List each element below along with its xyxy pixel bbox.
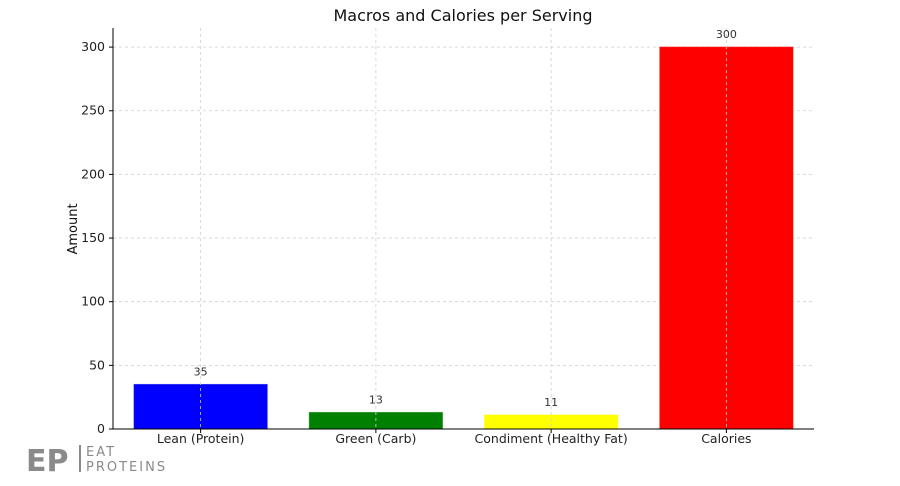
y-tick-label: 0	[97, 421, 105, 436]
y-axis-title: Amount	[66, 203, 81, 254]
x-tick-label: Lean (Protein)	[157, 431, 245, 446]
chart-title: Macros and Calories per Serving	[334, 6, 593, 25]
x-tick-label: Green (Carb)	[335, 431, 416, 446]
logo-mark: EP	[26, 444, 68, 479]
y-tick-label: 300	[81, 39, 105, 54]
x-tick-label: Condiment (Healthy Fat)	[475, 431, 628, 446]
y-tick-label: 200	[81, 166, 105, 181]
axes	[109, 28, 814, 433]
eat-proteins-logo: EP EAT PROTEINS	[26, 444, 167, 479]
bar-value-label: 300	[716, 28, 737, 41]
data-labels: 35 13 11 300	[194, 28, 737, 429]
y-tick-label: 50	[89, 357, 105, 372]
y-tick-label: 100	[81, 294, 105, 309]
bar-value-label: 11	[544, 396, 558, 409]
logo-text-line2: PROTEINS	[86, 460, 167, 475]
y-tick-labels: 0 50 100 150 200 250 300	[81, 39, 105, 436]
x-tick-label: Calories	[701, 431, 751, 446]
y-tick-label: 250	[81, 103, 105, 118]
x-tick-labels: Lean (Protein) Green (Carb) Condiment (Hea…	[157, 431, 752, 446]
logo-divider	[79, 445, 81, 472]
bar-value-label: 35	[194, 365, 208, 378]
grid-lines	[113, 46, 814, 430]
logo-text-line1: EAT	[86, 445, 116, 460]
bar-value-label: 13	[369, 393, 383, 406]
y-tick-label: 150	[81, 230, 105, 245]
